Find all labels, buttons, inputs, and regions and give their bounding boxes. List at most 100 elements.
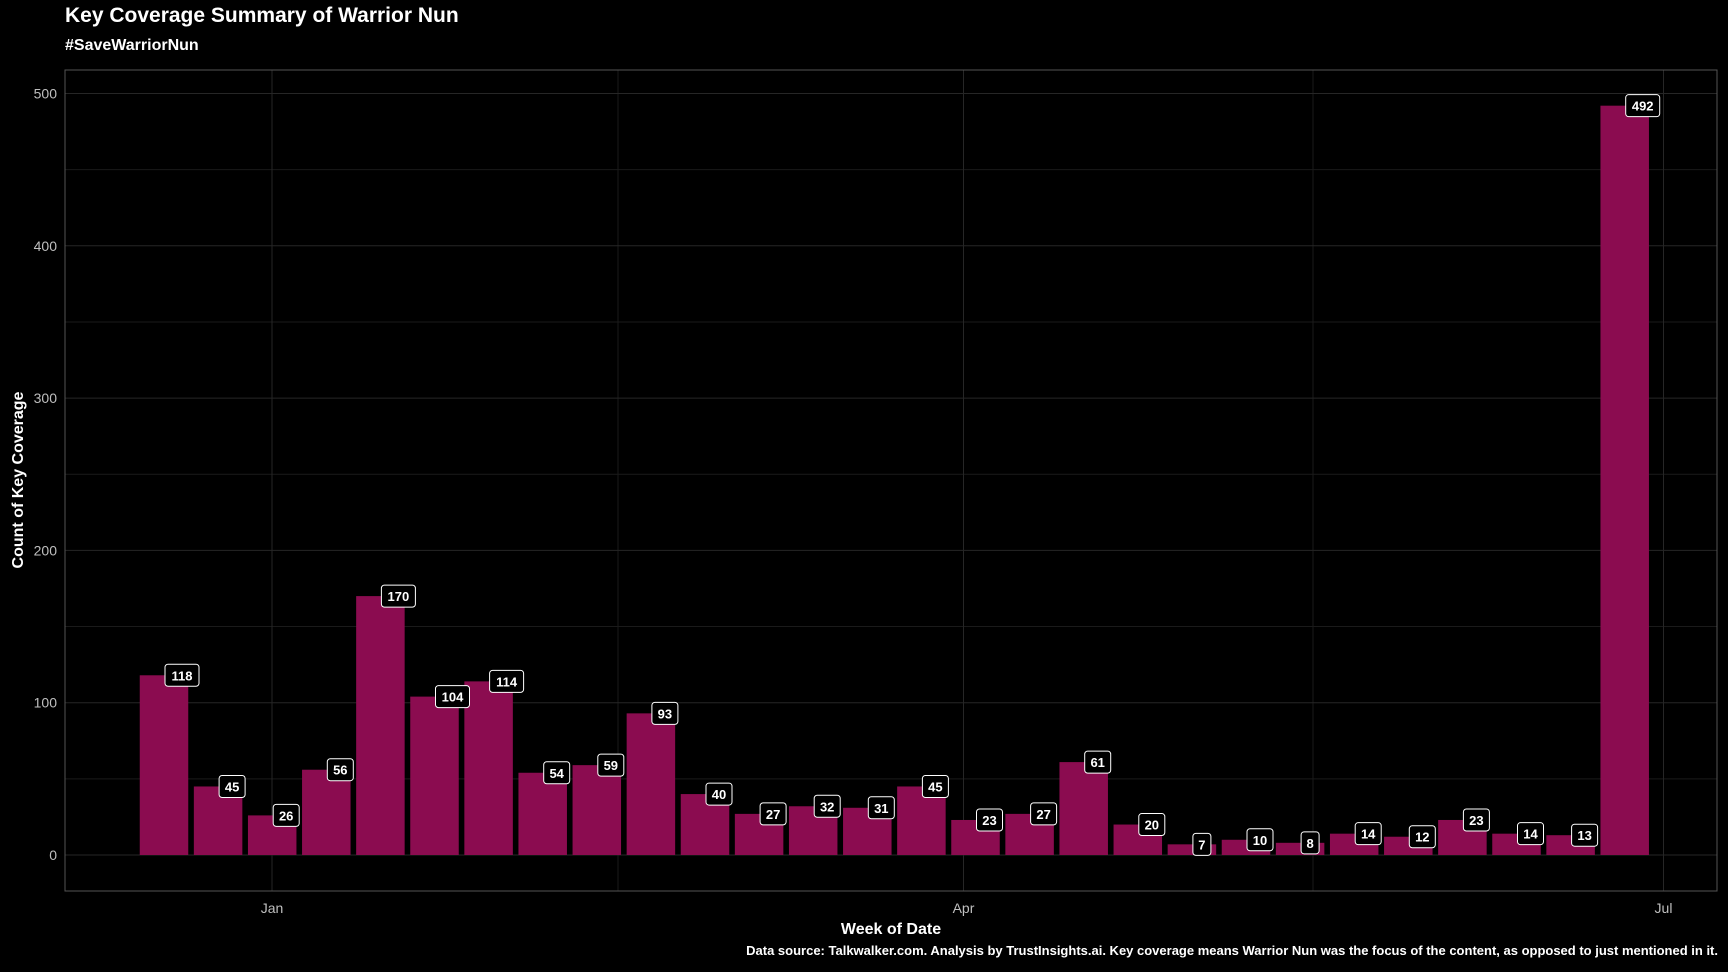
data-label: 14 [1517, 822, 1544, 846]
bar [139, 675, 189, 855]
bar [1600, 105, 1649, 855]
y-tick-label: 0 [49, 847, 57, 863]
data-label: 32 [813, 794, 841, 818]
data-label-box [380, 584, 416, 608]
data-label-box [1408, 825, 1436, 849]
data-label-box [489, 669, 525, 693]
panel-border [64, 69, 1718, 892]
y-tick-label: 200 [34, 542, 58, 558]
bar [518, 772, 567, 855]
data-label-text: 31 [874, 801, 888, 816]
data-label-text: 12 [1415, 830, 1429, 845]
data-label: 20 [1138, 813, 1166, 837]
bar [410, 696, 459, 855]
bar [1059, 762, 1108, 855]
data-labels: 118 45 26 56 170 104 114 54 59 93 40 27 32 31 45 23 27 61… [164, 94, 1661, 856]
data-label-box [1246, 828, 1274, 852]
data-label-box [976, 808, 1003, 832]
x-tick-label: Jan [261, 900, 284, 916]
bar [626, 713, 676, 855]
data-label: 104 [435, 685, 470, 709]
y-tick-label: 300 [34, 390, 58, 406]
data-label-text: 170 [388, 589, 410, 604]
minor-gridlines [65, 70, 1717, 891]
data-label-box [651, 701, 679, 725]
data-label: 54 [543, 761, 571, 785]
data-label: 27 [1030, 802, 1058, 826]
y-axis-ticks: 0 100 200 300 400 500 [34, 86, 58, 864]
bar [1167, 844, 1217, 855]
data-label: 23 [976, 808, 1003, 832]
data-label-box [921, 774, 949, 798]
data-label-box [1192, 832, 1212, 856]
data-label: 31 [867, 796, 895, 820]
bar [572, 765, 622, 855]
y-tick-label: 400 [34, 238, 58, 254]
data-label-text: 7 [1198, 837, 1205, 852]
data-label: 492 [1625, 94, 1661, 118]
bar [356, 596, 405, 855]
data-label: 8 [1300, 831, 1320, 855]
data-label-box [1030, 802, 1058, 826]
data-label-box [867, 796, 895, 820]
data-label-text: 40 [712, 787, 726, 802]
data-label: 45 [218, 774, 246, 798]
data-label-box [543, 761, 571, 785]
data-label-box [1354, 822, 1382, 846]
data-label-text: 13 [1577, 828, 1591, 843]
data-label: 13 [1571, 823, 1599, 847]
x-tick-label: Jul [1655, 900, 1673, 916]
chart-title: Key Coverage Summary of Warrior Nun [65, 4, 459, 27]
data-label-box [1462, 808, 1490, 832]
data-label: 7 [1192, 832, 1212, 856]
data-label-text: 93 [658, 706, 672, 721]
data-label: 45 [921, 774, 949, 798]
data-label: 23 [1462, 808, 1490, 832]
data-label-text: 20 [1145, 818, 1159, 833]
data-label-text: 114 [496, 674, 518, 689]
data-label-text: 26 [279, 808, 293, 823]
data-label-text: 14 [1523, 827, 1538, 842]
data-label: 12 [1408, 825, 1436, 849]
data-label-box [1571, 823, 1599, 847]
data-label-text: 54 [549, 766, 564, 781]
data-label-text: 45 [225, 779, 239, 794]
bar [464, 681, 513, 855]
bar [302, 769, 351, 855]
data-label-text: 27 [1036, 807, 1050, 822]
x-tick-label: Apr [953, 900, 975, 916]
major-gridlines [65, 70, 1717, 891]
data-label-text: 61 [1090, 755, 1104, 770]
data-label: 56 [326, 758, 354, 782]
data-label-box [1084, 750, 1112, 774]
data-label: 114 [489, 669, 525, 693]
data-label-text: 23 [1469, 813, 1483, 828]
data-label-text: 59 [604, 758, 618, 773]
data-label-text: 118 [172, 668, 193, 683]
data-label-text: 45 [928, 779, 942, 794]
data-label-box [705, 782, 733, 806]
data-label: 170 [380, 584, 416, 608]
data-label: 26 [272, 803, 300, 827]
data-label: 118 [164, 663, 200, 687]
data-label: 93 [651, 701, 679, 725]
data-label-box [1625, 94, 1661, 118]
data-label: 14 [1354, 822, 1382, 846]
y-tick-label: 500 [34, 86, 58, 102]
data-label-text: 10 [1253, 833, 1267, 848]
data-label-text: 32 [820, 799, 834, 814]
chart-caption: Data source: Talkwalker.com. Analysis by… [746, 943, 1718, 958]
data-label: 27 [759, 802, 787, 826]
data-label-box [218, 774, 246, 798]
data-label-box [1300, 831, 1320, 855]
data-label-box [272, 803, 300, 827]
data-label-text: 23 [982, 813, 996, 828]
data-label: 61 [1084, 750, 1112, 774]
data-label-text: 14 [1361, 827, 1376, 842]
data-label: 10 [1246, 828, 1274, 852]
data-label-text: 492 [1632, 99, 1654, 114]
data-label-text: 56 [333, 763, 347, 778]
data-label-text: 8 [1306, 836, 1313, 851]
data-label: 59 [597, 753, 625, 777]
data-label-box [1138, 813, 1166, 837]
